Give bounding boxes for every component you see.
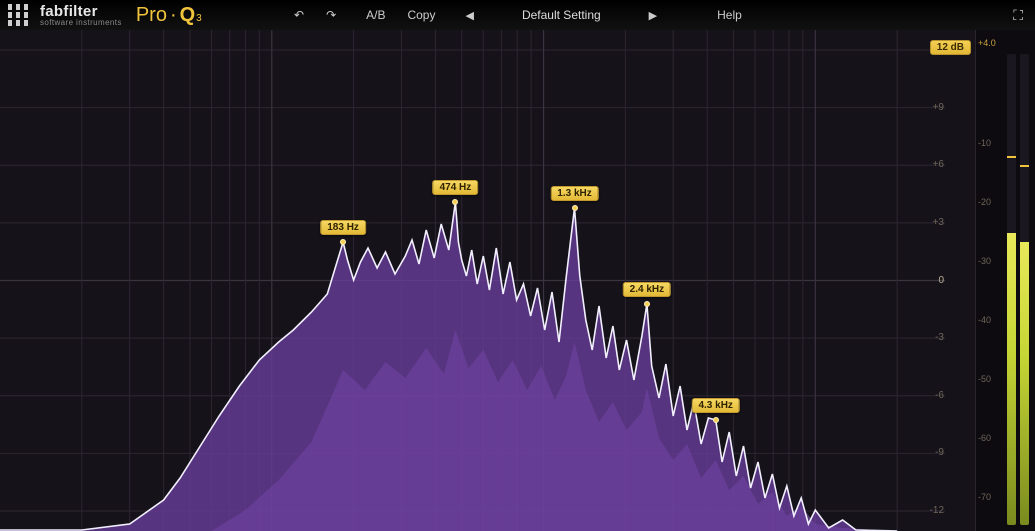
preset-prev-button[interactable]: ◀ [461, 7, 477, 24]
db-tick: -9 [922, 447, 944, 458]
product-version: 3 [196, 13, 202, 24]
peak-dot-icon [340, 239, 346, 245]
product-name: Pro · Q 3 [136, 4, 202, 27]
meter-tick: -60 [978, 433, 991, 443]
meter-top-label: +4.0 [978, 38, 996, 48]
brand-name: fabfilter [40, 4, 122, 19]
help-button[interactable]: Help [713, 6, 746, 24]
preset-next-button[interactable]: ▶ [645, 7, 661, 24]
product-letter: Q [180, 4, 196, 27]
brand-logo-icon [8, 2, 34, 28]
meter-scale: +4.0 -10 -20 -30 -40 -50 -60 -70 [978, 30, 1002, 531]
meter-right [1020, 54, 1029, 525]
output-meter-strip: +4.0 -10 -20 -30 -40 -50 -60 -70 [975, 30, 1035, 531]
meter-tick: -30 [978, 256, 991, 266]
toolbar: ↶ ↷ A/B Copy ◀ Default Setting ▶ Help [290, 6, 1009, 24]
undo-button[interactable]: ↶ [290, 6, 308, 24]
spectrum-analyzer[interactable] [0, 30, 945, 531]
preset-name[interactable]: Default Setting [518, 6, 605, 24]
peak-flag[interactable]: 2.4 kHz [623, 282, 671, 297]
db-tick: -3 [922, 332, 944, 343]
db-tick: +6 [922, 159, 944, 170]
db-axis: +9 +6 +3 0 -3 -6 -9 -12 [922, 30, 944, 531]
fullscreen-button[interactable]: ⛶ [1009, 5, 1025, 26]
db-tick: +9 [922, 102, 944, 113]
db-tick: -6 [922, 390, 944, 401]
copy-button[interactable]: Copy [403, 6, 439, 24]
peak-flag[interactable]: 183 Hz [320, 220, 366, 235]
peak-dot-icon [452, 199, 458, 205]
meter-tick: -20 [978, 197, 991, 207]
meter-left [1007, 54, 1016, 525]
peak-flag[interactable]: 4.3 kHz [691, 398, 739, 413]
peak-dot-icon [713, 417, 719, 423]
meter-tick: -10 [978, 138, 991, 148]
main-area: 12 dB 0 +9+6+30-3-6-9-12 +4.0 -10-20-30-… [0, 30, 1035, 531]
spectrum [0, 30, 945, 531]
product-prefix: Pro [136, 4, 167, 27]
ab-compare-button[interactable]: A/B [362, 6, 389, 24]
brand: fabfilter software instruments Pro · Q 3 [0, 2, 290, 28]
meter-tick: -40 [978, 315, 991, 325]
topbar: fabfilter software instruments Pro · Q 3… [0, 0, 1035, 30]
db-tick: 0 [922, 275, 944, 286]
peak-flag[interactable]: 1.3 kHz [550, 186, 598, 201]
brand-tagline: software instruments [40, 19, 122, 27]
redo-button[interactable]: ↷ [322, 6, 340, 24]
peak-dot-icon [572, 205, 578, 211]
meter-tick: -50 [978, 374, 991, 384]
db-tick: -12 [922, 505, 944, 516]
peak-dot-icon [644, 301, 650, 307]
peak-flag[interactable]: 474 Hz [433, 180, 479, 195]
output-meters [1007, 54, 1029, 525]
meter-tick: -70 [978, 492, 991, 502]
db-tick: +3 [922, 217, 944, 228]
